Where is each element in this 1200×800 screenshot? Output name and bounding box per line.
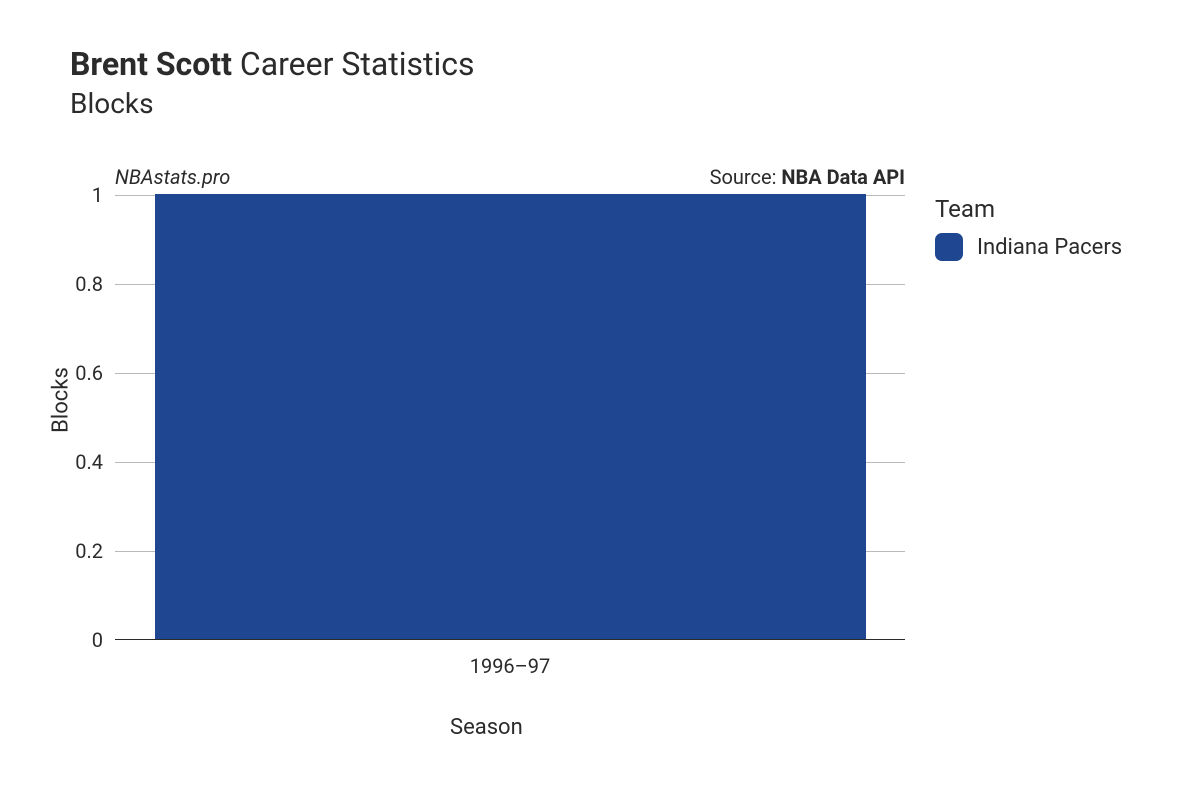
chart-subtitle: Blocks	[70, 87, 475, 120]
watermark: NBAstats.pro	[115, 165, 230, 189]
bar	[155, 194, 866, 639]
title-rest: Career Statistics	[232, 45, 475, 83]
y-tick-label: 0.8	[75, 272, 103, 296]
y-tick-label: 1	[92, 183, 103, 207]
legend-title: Team	[935, 195, 1122, 223]
chart-title: Brent Scott Career Statistics	[70, 45, 475, 83]
y-axis-label: Blocks	[48, 367, 73, 433]
x-tick-label: 1996–97	[470, 654, 551, 678]
legend: Team Indiana Pacers	[935, 195, 1122, 261]
legend-item: Indiana Pacers	[935, 233, 1122, 261]
chart-title-block: Brent Scott Career Statistics Blocks	[70, 45, 475, 120]
source-attribution: Source: NBA Data API	[615, 165, 905, 189]
source-name: NBA Data API	[781, 165, 905, 189]
y-tick-label: 0.4	[75, 450, 103, 474]
title-player-name: Brent Scott	[70, 45, 232, 83]
source-label: Source:	[710, 165, 782, 189]
x-axis-label: Season	[450, 715, 523, 740]
y-tick-label: 0.2	[75, 539, 103, 563]
plot-area: 00.20.40.60.811996–97	[115, 195, 905, 640]
legend-swatch	[935, 233, 963, 261]
legend-label: Indiana Pacers	[977, 235, 1122, 260]
y-tick-label: 0	[92, 628, 103, 652]
legend-items: Indiana Pacers	[935, 233, 1122, 261]
y-tick-label: 0.6	[75, 361, 103, 385]
